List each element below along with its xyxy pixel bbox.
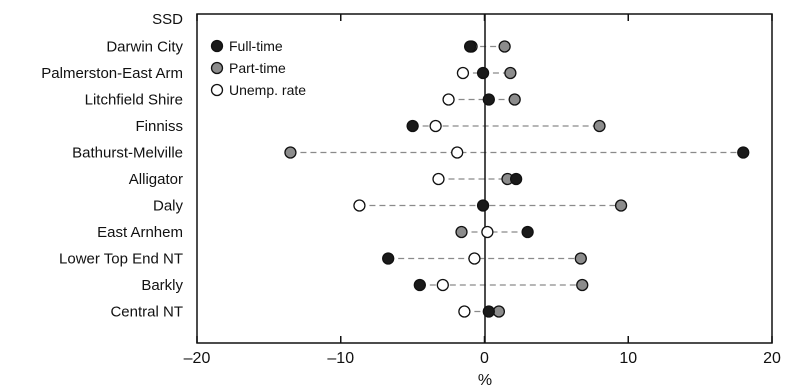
part-time-point (614, 199, 628, 212)
full-time-point (476, 199, 490, 212)
unemp-rate-point (432, 172, 445, 186)
category-label: Litchfield Shire (85, 92, 183, 109)
legend-marker (210, 83, 224, 97)
part-time-point (576, 278, 589, 292)
legend-unemp-rate: Unemp. rate (210, 82, 306, 98)
connector-lines (290, 45, 744, 313)
part-time-point (508, 93, 521, 106)
data-points (284, 40, 750, 318)
category-label: Bathurst-Melville (72, 145, 183, 162)
full-time-point (482, 305, 495, 318)
category-label: Palmerston-East Arm (41, 65, 183, 82)
full-time-point (463, 40, 477, 53)
unemp-rate-point (429, 119, 442, 133)
legend-label: Part-time (229, 60, 286, 76)
x-tick-label: 0 (480, 350, 489, 367)
part-time-point (284, 146, 297, 159)
x-tick-label: 10 (619, 350, 637, 367)
category-labels: Darwin City Palmerston-East Arm Litchfield… (41, 39, 183, 321)
category-label: East Arnhem (97, 224, 183, 241)
part-time-point (593, 119, 606, 133)
legend-label: Unemp. rate (229, 82, 306, 98)
legend-marker (210, 61, 224, 75)
full-time-point (737, 146, 750, 159)
full-time-point (521, 225, 534, 239)
legend-label: Full-time (229, 38, 283, 54)
legend-part-time: Part-time (210, 60, 286, 76)
unemp-rate-point (451, 146, 464, 159)
category-label: Lower Top End NT (59, 251, 183, 268)
part-time-point (455, 225, 468, 239)
full-time-point (509, 172, 523, 186)
header-label: SSD (152, 11, 183, 28)
full-time-point (413, 278, 426, 292)
category-label: Alligator (129, 171, 183, 188)
category-label: Finniss (135, 118, 183, 135)
unemp-rate-point (468, 252, 481, 265)
part-time-point (498, 40, 511, 53)
category-label: Daly (153, 198, 184, 215)
full-time-point (482, 93, 495, 106)
part-time-point (574, 252, 587, 265)
part-time-point (492, 305, 506, 318)
legend-marker (210, 39, 224, 53)
full-time-point (382, 252, 395, 265)
x-axis-label: % (478, 372, 492, 389)
category-label: Barkly (141, 277, 183, 294)
legend-full-time: Full-time (210, 38, 283, 54)
full-time-point (406, 119, 419, 133)
unemp-rate-point (353, 199, 366, 212)
x-tick-label: –20 (184, 350, 211, 367)
full-time-point (476, 66, 490, 80)
unemp-rate-point (458, 305, 471, 318)
legend: Full-time Part-time Unemp. rate (210, 38, 306, 98)
axis-ticks: –20 –10 0 10 20 (184, 14, 781, 367)
category-label: Darwin City (106, 39, 183, 56)
x-tick-label: 20 (763, 350, 781, 367)
part-time-point (504, 66, 517, 80)
x-tick-label: –10 (327, 350, 354, 367)
category-label: Central NT (110, 304, 183, 321)
unemp-rate-point (481, 225, 494, 239)
unemp-rate-point (442, 93, 455, 106)
unemp-rate-point (456, 66, 470, 80)
unemp-rate-point (436, 278, 449, 292)
